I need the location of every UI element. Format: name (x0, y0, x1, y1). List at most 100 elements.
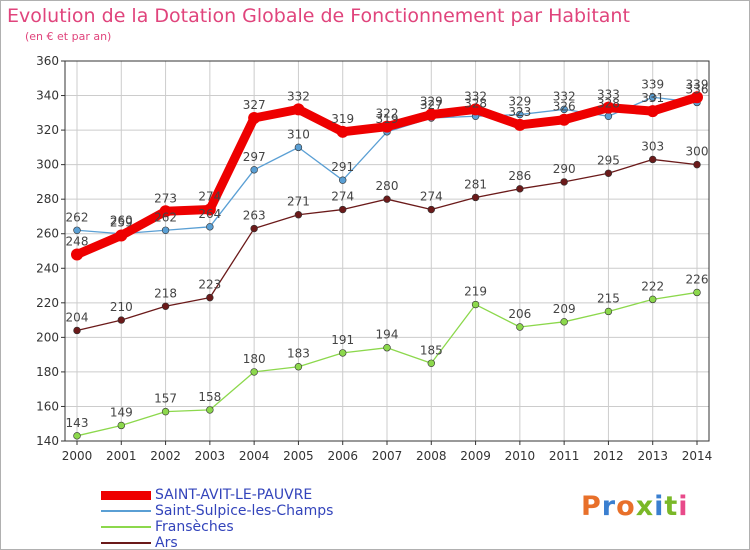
data-label: 260 (110, 214, 133, 228)
data-point-franseches (294, 363, 303, 371)
chart-subtitle: (en € et par an) (25, 30, 112, 43)
logo-letter: i (678, 491, 689, 522)
data-point-ars (117, 316, 125, 324)
data-label: 218 (154, 286, 177, 300)
data-point-franseches (117, 421, 125, 430)
data-label: 300 (686, 145, 709, 159)
data-label: 326 (553, 100, 576, 114)
y-tick-label: 360 (36, 54, 59, 68)
data-point-saint-avit-le-pauvre (292, 103, 305, 116)
data-label: 336 (686, 82, 709, 96)
data-point-franseches (516, 323, 524, 331)
data-label: 271 (287, 195, 310, 209)
data-label: 262 (154, 210, 177, 224)
data-point-franseches (471, 300, 480, 309)
y-tick-label: 140 (36, 434, 59, 448)
data-label: 295 (597, 153, 620, 167)
x-tick-label: 2007 (372, 449, 403, 463)
data-point-saint-avit-le-pauvre (425, 108, 438, 121)
data-label: 280 (376, 179, 399, 193)
x-tick-label: 2011 (549, 449, 580, 463)
data-label: 191 (331, 333, 354, 347)
data-label: 248 (66, 234, 89, 248)
data-point-saint-avit-le-pauvre (558, 113, 571, 126)
data-point-ars (427, 205, 435, 214)
y-tick-label: 180 (36, 365, 59, 379)
x-tick-label: 2001 (106, 449, 137, 463)
data-label: 297 (243, 150, 266, 164)
legend-item: Fransèches (101, 519, 521, 535)
data-point-ars (161, 302, 170, 310)
chart-title: Evolution de la Dotation Globale de Fonc… (7, 5, 630, 27)
data-point-saint-sulpice-les-champs (339, 176, 347, 184)
data-point-saint-sulpice-les-champs (560, 105, 568, 114)
legend-item: SAINT-AVIT-LE-PAUVRE (101, 487, 521, 503)
y-tick-label: 160 (36, 399, 59, 413)
data-point-ars (206, 293, 214, 302)
data-label: 263 (243, 209, 266, 223)
legend-label: Ars (155, 535, 178, 550)
x-tick-label: 2003 (195, 449, 226, 463)
data-label: 264 (198, 207, 221, 221)
data-point-ars (560, 178, 568, 186)
data-point-saint-sulpice-les-champs (604, 112, 613, 120)
data-label: 204 (66, 310, 89, 324)
y-tick-label: 260 (36, 227, 59, 241)
data-label: 319 (331, 112, 354, 126)
data-label: 327 (420, 98, 443, 112)
legend-label: Saint-Sulpice-les-Champs (155, 503, 334, 519)
data-point-franseches (161, 407, 170, 416)
data-point-ars (73, 326, 81, 335)
data-point-saint-sulpice-les-champs (161, 226, 170, 234)
data-point-saint-avit-le-pauvre (203, 203, 216, 216)
data-point-ars (604, 169, 613, 177)
x-tick-label: 2008 (416, 449, 447, 463)
logo-letter: r (601, 491, 617, 522)
y-tick-label: 220 (36, 296, 59, 310)
y-tick-label: 340 (36, 89, 59, 103)
data-label: 194 (376, 328, 399, 342)
chart-legend: SAINT-AVIT-LE-PAUVRE Saint-Sulpice-les-Ch… (101, 487, 521, 550)
data-label: 274 (420, 190, 443, 204)
data-point-franseches (427, 359, 435, 367)
legend-swatch (101, 542, 151, 544)
x-tick-label: 2002 (150, 449, 181, 463)
data-label: 329 (420, 95, 443, 109)
x-tick-label: 2004 (239, 449, 270, 463)
data-label: 143 (66, 416, 89, 430)
data-label: 310 (287, 127, 310, 141)
data-point-franseches (339, 349, 347, 357)
data-label: 328 (597, 96, 620, 110)
logo-letter: i (654, 491, 665, 522)
data-label: 215 (597, 291, 620, 305)
data-point-saint-avit-le-pauvre (469, 103, 482, 116)
data-point-saint-sulpice-les-champs (294, 143, 303, 152)
data-point-franseches (649, 295, 657, 304)
data-label: 219 (464, 285, 487, 299)
data-label: 180 (243, 352, 266, 366)
x-tick-label: 2005 (283, 449, 314, 463)
data-label: 328 (464, 96, 487, 110)
data-label: 322 (376, 107, 399, 121)
data-label: 323 (508, 105, 531, 119)
data-label: 158 (198, 390, 221, 404)
y-tick-label: 200 (36, 330, 59, 344)
data-point-franseches (73, 432, 81, 440)
data-point-franseches (693, 288, 701, 297)
data-point-saint-avit-le-pauvre (381, 120, 393, 133)
data-label: 331 (641, 91, 664, 105)
data-point-franseches (604, 307, 613, 316)
legend-swatch (101, 490, 151, 500)
x-tick-label: 2010 (505, 449, 536, 463)
data-point-ars (516, 185, 524, 193)
legend-swatch (101, 510, 151, 512)
x-tick-label: 2012 (593, 449, 624, 463)
data-label: 226 (686, 272, 709, 286)
data-point-saint-sulpice-les-champs (206, 223, 214, 231)
data-label: 339 (686, 77, 709, 91)
data-label: 332 (464, 89, 487, 103)
logo-letter: t (664, 491, 679, 522)
data-label: 209 (553, 302, 576, 316)
